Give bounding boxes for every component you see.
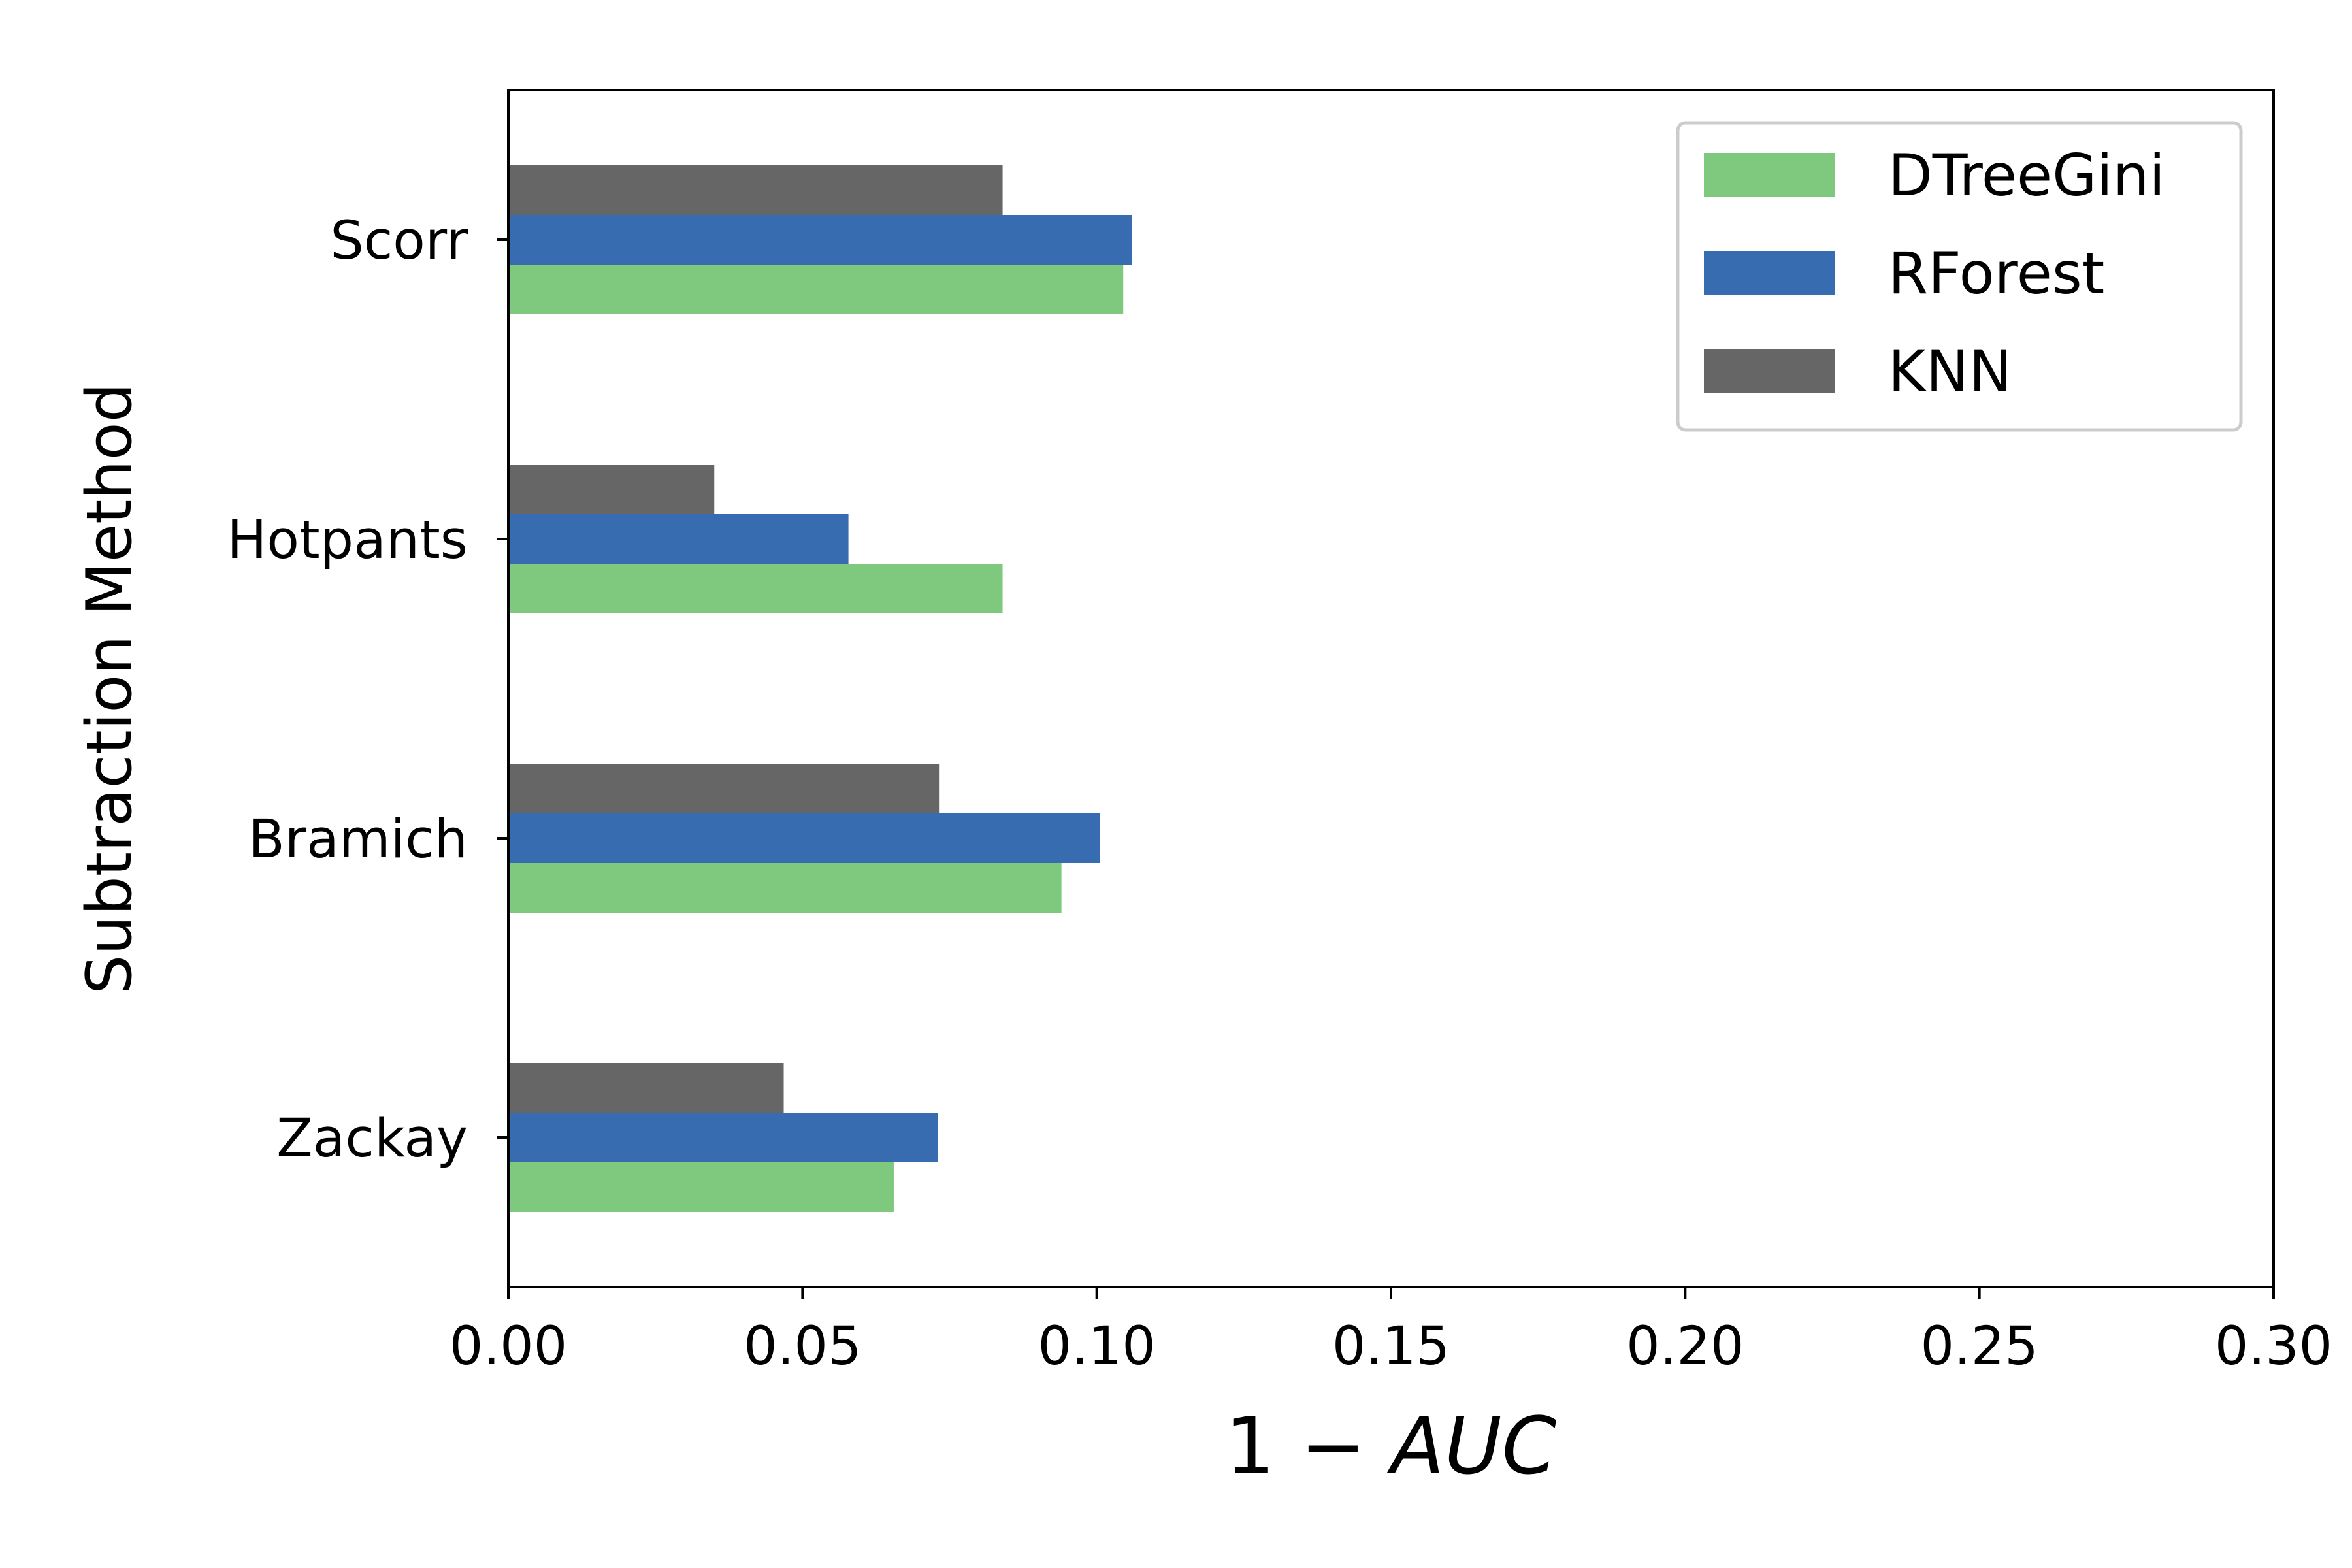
- x-tick-label: 0.00: [449, 1316, 567, 1377]
- bar-bramich-rforest: [508, 813, 1100, 863]
- x-axis-label-plain: 1 −: [1226, 1401, 1391, 1492]
- x-tick-label: 0.30: [2215, 1316, 2332, 1377]
- legend-label-knn: KNN: [1888, 338, 2012, 405]
- y-axis: Zackay Bramich Hotpants Scorr: [227, 210, 508, 1169]
- x-tick-label: 0.25: [1920, 1316, 2038, 1377]
- x-tick-label: 0.15: [1332, 1316, 1450, 1377]
- legend-swatch-dtreegini: [1704, 153, 1835, 197]
- y-axis-label: Subtraction Method: [74, 383, 146, 994]
- x-axis-label-italic: AUC: [1386, 1401, 1557, 1492]
- bar-bramich-knn: [508, 764, 940, 813]
- legend-swatch-rforest: [1704, 251, 1835, 295]
- legend-swatch-knn: [1704, 349, 1835, 393]
- bar-scorr-dtreegini: [508, 265, 1124, 314]
- bar-scorr-rforest: [508, 215, 1132, 265]
- bar-zackay-rforest: [508, 1113, 938, 1162]
- bar-zackay-knn: [508, 1063, 784, 1113]
- bar-scorr-knn: [508, 165, 1003, 215]
- bar-zackay-dtreegini: [508, 1162, 894, 1212]
- bar-hotpants-rforest: [508, 514, 849, 564]
- x-axis: 0.00 0.05 0.10 0.15 0.20 0.25 0.30: [449, 1287, 2332, 1377]
- x-tick-label: 0.10: [1037, 1316, 1155, 1377]
- x-tick-label: 0.20: [1626, 1316, 1744, 1377]
- bar-bramich-dtreegini: [508, 863, 1062, 913]
- legend-label-dtreegini: DTreeGini: [1888, 142, 2165, 209]
- legend: DTreeGini RForest KNN: [1676, 121, 2243, 432]
- y-tick-label-hotpants: Hotpants: [227, 510, 468, 571]
- x-axis-label: 1 − AUC: [1226, 1401, 1557, 1492]
- y-tick-label-bramich: Bramich: [248, 809, 468, 870]
- bar-hotpants-knn: [508, 465, 715, 514]
- x-tick-label: 0.05: [743, 1316, 861, 1377]
- bars-layer: [508, 165, 1132, 1212]
- y-tick-label-zackay: Zackay: [276, 1108, 468, 1169]
- bar-hotpants-dtreegini: [508, 564, 1003, 613]
- legend-label-rforest: RForest: [1888, 240, 2104, 307]
- y-tick-label-scorr: Scorr: [330, 210, 468, 272]
